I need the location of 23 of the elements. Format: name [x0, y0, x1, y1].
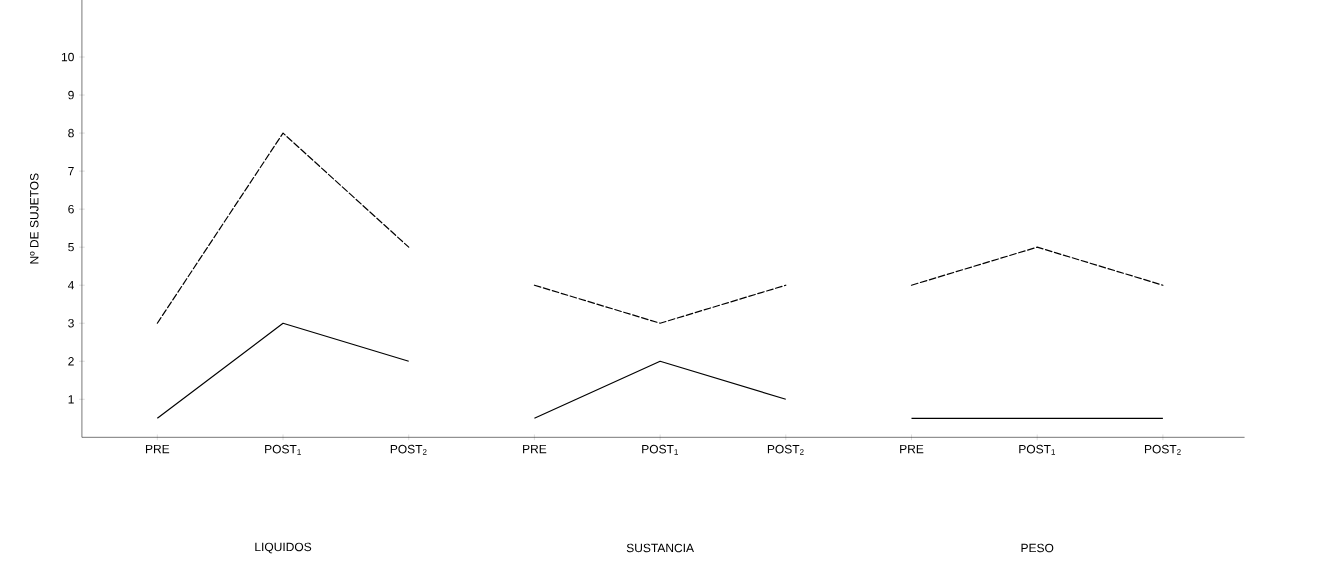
y-tick-label: 7	[68, 167, 74, 176]
x-tick-label: PRE	[523, 445, 547, 454]
x-tick-label: POST$_{2}$	[390, 445, 427, 455]
x-tick-label: POST$_{2}$	[1144, 445, 1181, 455]
x-tick-label: POST$_{2}$	[767, 445, 804, 455]
text: PESO	[1021, 543, 1054, 553]
x-tick-label: PRE	[900, 445, 924, 454]
y-tick-label: 1	[68, 395, 74, 404]
y-tick-label: 6	[68, 205, 74, 214]
y-tick-label: 10	[61, 52, 74, 62]
y-tick-label: 8	[68, 129, 74, 138]
y-axis-title: Nº DE SUJETOS	[30, 173, 39, 264]
y-tick-label: 4	[67, 281, 75, 290]
x-tick-label: POST$_{1}$	[265, 445, 301, 455]
x-tick-label: POST$_{1}$	[642, 445, 678, 455]
y-tick-label: 9	[68, 90, 74, 100]
x-tick-label: PRE	[145, 445, 170, 454]
text: SUSTANCIA	[626, 543, 694, 553]
x-tick-label: POST$_{1}$	[1019, 445, 1056, 455]
y-tick-label: 5	[68, 243, 74, 252]
text: LIQUIDOS	[255, 542, 312, 554]
y-tick-label: 2	[68, 357, 74, 366]
y-tick-label: 3	[68, 319, 74, 328]
